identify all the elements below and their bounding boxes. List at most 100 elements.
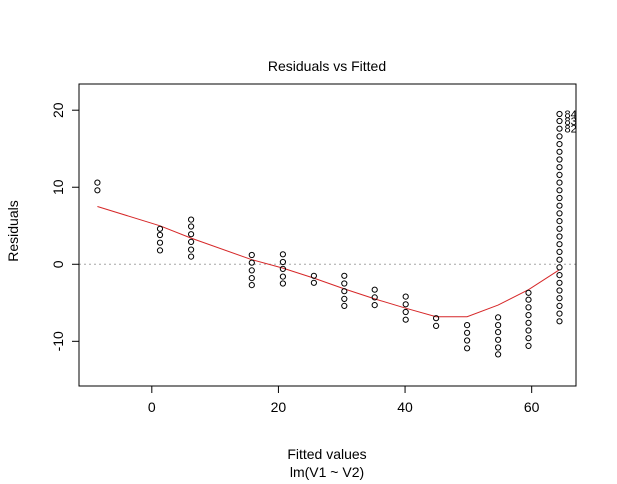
x-tick-label: 0 xyxy=(148,399,156,415)
residual-point xyxy=(371,302,378,309)
residual-point xyxy=(556,241,563,248)
residual-point xyxy=(156,247,164,254)
residual-point xyxy=(556,164,563,171)
y-axis-label: Residuals xyxy=(5,200,21,261)
residual-point xyxy=(556,318,563,325)
residual-point xyxy=(279,251,286,258)
point-label: 82 xyxy=(565,124,577,136)
chart-title: Residuals vs Fitted xyxy=(268,58,386,74)
residual-point xyxy=(94,187,101,194)
y-tick-label: 10 xyxy=(50,179,66,195)
residual-point xyxy=(341,295,348,302)
residual-point xyxy=(495,329,502,336)
residual-point xyxy=(556,287,563,294)
residual-point xyxy=(525,342,532,349)
y-tick-label: 0 xyxy=(50,260,66,268)
residual-point xyxy=(464,345,471,352)
smooth-fit-line xyxy=(97,206,560,318)
residual-point xyxy=(248,282,255,289)
residual-point xyxy=(556,225,563,232)
residual-point xyxy=(556,110,563,118)
residual-point xyxy=(495,322,502,329)
y-tick-label: -10 xyxy=(50,331,66,351)
residual-point xyxy=(495,336,502,343)
residual-point xyxy=(556,279,563,286)
residual-point xyxy=(402,316,409,323)
residual-point xyxy=(556,302,563,309)
residual-point xyxy=(525,289,532,296)
residual-point xyxy=(402,301,409,308)
residual-point xyxy=(556,248,563,255)
residual-point xyxy=(556,256,563,263)
residual-point xyxy=(310,279,317,286)
residual-point xyxy=(525,312,532,319)
residual-point xyxy=(341,302,348,309)
residual-point xyxy=(188,238,195,245)
residual-point xyxy=(464,337,471,344)
residual-point xyxy=(556,264,563,271)
model-formula-label: lm(V1 ~ V2) xyxy=(290,464,364,480)
residual-point xyxy=(556,272,563,279)
residual-point xyxy=(495,314,502,321)
residual-point xyxy=(188,223,195,230)
residual-point xyxy=(556,117,563,125)
residual-point xyxy=(310,272,317,279)
residual-point xyxy=(402,293,409,300)
residual-point xyxy=(371,294,378,301)
residual-point xyxy=(279,258,286,266)
residual-point xyxy=(433,315,440,322)
residual-point xyxy=(525,296,532,303)
point-label: 83 xyxy=(565,116,577,128)
residual-point xyxy=(556,210,563,217)
residual-point xyxy=(556,310,563,317)
residual-point xyxy=(188,253,195,260)
residual-point xyxy=(525,304,532,311)
residual-point xyxy=(556,179,563,186)
y-axis: -10 0 10 20 xyxy=(50,102,80,351)
residual-point xyxy=(556,233,563,240)
residual-point xyxy=(341,280,348,287)
x-tick-label: 40 xyxy=(397,399,413,415)
residual-point xyxy=(556,125,563,132)
residual-point xyxy=(556,133,563,140)
residual-point xyxy=(464,322,471,329)
residual-point xyxy=(556,156,563,163)
residual-point xyxy=(556,171,563,178)
residual-point xyxy=(556,187,563,194)
residual-point xyxy=(188,246,195,253)
x-axis: 0 20 40 60 xyxy=(148,385,540,415)
x-axis-label: Fitted values xyxy=(287,446,366,462)
residual-point xyxy=(371,286,378,293)
residual-point xyxy=(94,179,101,186)
residual-point xyxy=(248,251,255,259)
residual-point xyxy=(433,322,440,329)
residual-point xyxy=(188,216,195,223)
residual-point xyxy=(156,231,164,239)
residual-point xyxy=(188,231,195,238)
residual-point xyxy=(279,280,286,287)
residual-point xyxy=(495,344,502,351)
residual-point xyxy=(525,335,532,342)
point-label: 84 xyxy=(565,109,577,121)
residual-point xyxy=(556,202,563,209)
plot-frame xyxy=(78,83,577,387)
residual-point xyxy=(525,327,532,334)
residual-point xyxy=(556,148,563,155)
y-tick-label: 20 xyxy=(50,102,66,118)
residual-point xyxy=(556,141,563,148)
residual-point xyxy=(341,288,348,295)
residual-point xyxy=(556,218,563,225)
residual-point xyxy=(495,351,502,358)
residual-point xyxy=(248,259,255,266)
residual-point xyxy=(156,225,164,232)
residual-point xyxy=(556,194,563,202)
residual-point xyxy=(341,272,348,279)
residual-point xyxy=(248,275,255,282)
residual-point xyxy=(279,273,286,280)
x-tick-label: 60 xyxy=(524,399,540,415)
residual-point xyxy=(464,329,471,336)
residual-points xyxy=(94,110,563,358)
x-tick-label: 20 xyxy=(271,399,287,415)
